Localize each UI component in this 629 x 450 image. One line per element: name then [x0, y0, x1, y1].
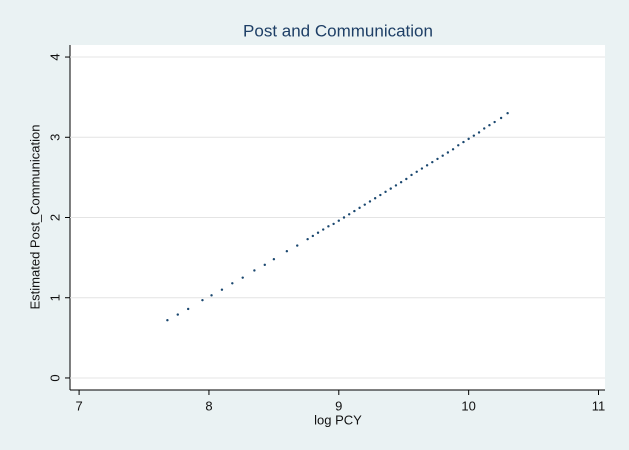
point	[316, 231, 320, 234]
point	[263, 263, 266, 267]
point	[253, 269, 256, 272]
point	[405, 177, 408, 181]
point	[446, 151, 450, 154]
point	[410, 173, 413, 177]
point	[272, 258, 276, 261]
point	[201, 298, 204, 302]
point	[166, 318, 169, 322]
x-tick-label: 10	[461, 398, 475, 413]
point	[457, 144, 460, 147]
point	[285, 249, 289, 253]
point	[506, 111, 509, 115]
x-tick-label: 7	[75, 398, 82, 413]
point	[467, 137, 470, 141]
point	[220, 288, 224, 291]
y-tick-label: 0	[47, 374, 62, 381]
point	[462, 140, 465, 144]
point	[311, 234, 315, 238]
point	[231, 282, 234, 285]
point	[472, 134, 476, 137]
point	[327, 225, 330, 228]
point	[483, 127, 486, 130]
point	[379, 193, 382, 197]
point	[186, 307, 190, 311]
point	[451, 148, 455, 151]
point	[353, 209, 356, 213]
x-tick-label: 9	[335, 398, 342, 413]
point	[373, 197, 377, 200]
point	[176, 313, 179, 316]
point	[241, 276, 244, 279]
point	[488, 124, 491, 127]
y-axis-label: Estimated Post_Communication	[27, 125, 42, 310]
point	[394, 184, 398, 187]
point	[322, 228, 325, 231]
point	[342, 216, 346, 219]
point	[306, 237, 309, 241]
point	[363, 203, 366, 206]
y-tick-label: 1	[47, 294, 62, 301]
point	[210, 294, 213, 297]
point	[384, 190, 387, 194]
point	[420, 167, 424, 170]
point	[296, 244, 299, 247]
point	[358, 206, 361, 210]
point	[337, 219, 340, 222]
chart-title: Post and Communication	[243, 21, 433, 40]
point	[436, 157, 439, 161]
point	[347, 213, 351, 216]
point	[425, 164, 429, 167]
y-tick-label: 4	[47, 53, 62, 60]
point	[499, 116, 503, 120]
y-tick-label: 2	[47, 214, 62, 221]
point	[431, 160, 434, 164]
point	[477, 131, 481, 134]
x-tick-label: 11	[592, 398, 606, 413]
point	[399, 180, 403, 184]
x-axis-label: log PCY	[314, 412, 362, 427]
y-tick-label: 3	[47, 134, 62, 141]
point	[441, 154, 444, 157]
point	[332, 222, 335, 226]
point	[415, 170, 418, 173]
point	[389, 187, 392, 190]
point	[368, 200, 372, 203]
point	[493, 120, 496, 124]
x-tick-label: 8	[205, 398, 212, 413]
